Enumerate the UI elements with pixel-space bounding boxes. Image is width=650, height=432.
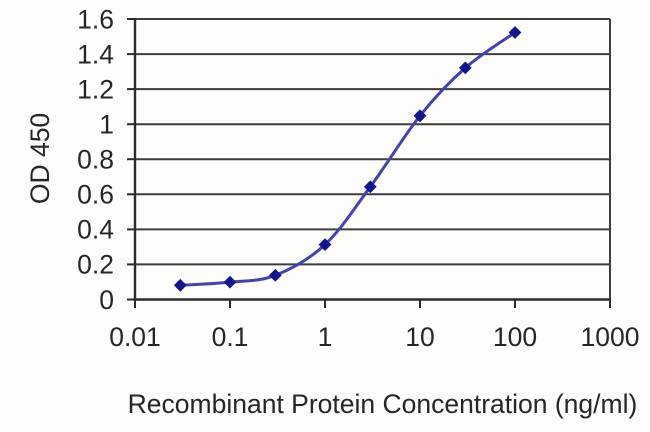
svg-text:100: 100 [493, 322, 537, 352]
svg-text:OD 450: OD 450 [25, 113, 55, 204]
svg-text:1.6: 1.6 [77, 4, 114, 34]
svg-text:0.1: 0.1 [212, 322, 249, 352]
svg-text:0.4: 0.4 [77, 215, 114, 245]
svg-text:0: 0 [99, 285, 114, 315]
svg-text:0.8: 0.8 [77, 145, 114, 175]
svg-text:1.4: 1.4 [77, 39, 114, 69]
svg-text:1.2: 1.2 [77, 74, 114, 104]
svg-text:1: 1 [318, 322, 333, 352]
svg-text:Recombinant Protein Concentrat: Recombinant Protein Concentration (ng/ml… [128, 389, 638, 419]
svg-text:10: 10 [405, 322, 434, 352]
svg-text:0.01: 0.01 [109, 322, 161, 352]
svg-text:0.6: 0.6 [77, 180, 114, 210]
svg-text:1000: 1000 [581, 322, 640, 352]
svg-text:1: 1 [99, 110, 114, 140]
svg-text:0.2: 0.2 [77, 250, 114, 280]
